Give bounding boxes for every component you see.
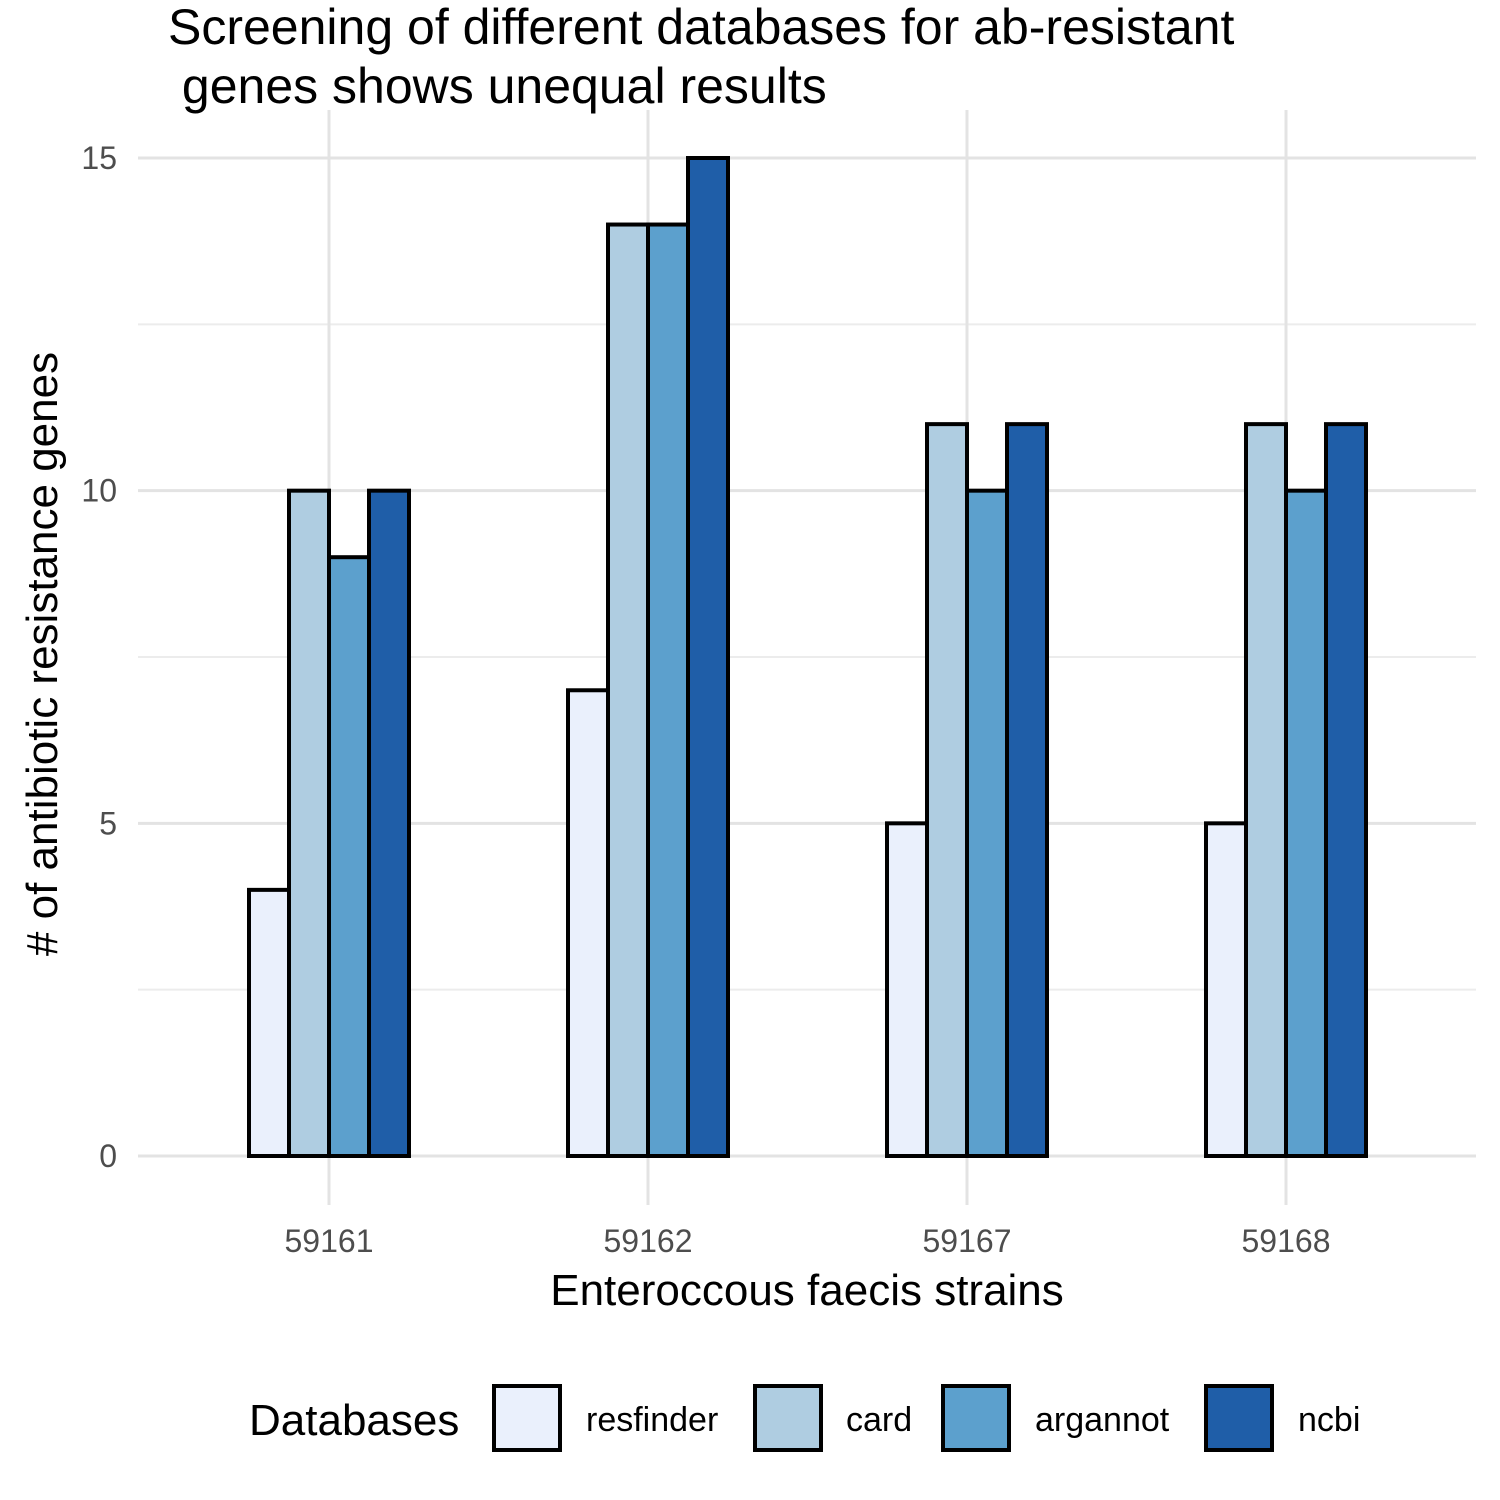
- bar-ncbi-59168: [1324, 422, 1368, 1158]
- chart-title-line-1: Screening of different databases for ab-…: [168, 0, 1234, 55]
- bar-card-59161: [287, 488, 331, 1158]
- y-tick-label: 0: [99, 1138, 117, 1174]
- bar-resfinder-59162: [566, 688, 610, 1158]
- chart-title-line-2: genes shows unequal results: [168, 58, 827, 114]
- y-axis-title: # of antibiotic resistance genes: [18, 352, 67, 956]
- bar-argannot-59168: [1284, 488, 1328, 1158]
- y-tick-label: 15: [81, 140, 117, 176]
- x-tick-label: 59168: [1242, 1223, 1331, 1259]
- bar-card-59168: [1244, 422, 1288, 1158]
- legend-key-resfinder: [492, 1384, 562, 1452]
- x-tick-label: 59161: [285, 1223, 374, 1259]
- x-tick-label: 59167: [923, 1223, 1012, 1259]
- x-axis-title: Enteroccous faecis strains: [550, 1266, 1064, 1315]
- bar-resfinder-59167: [885, 821, 929, 1158]
- y-axis-ticks: 0 5 10 15: [81, 140, 117, 1174]
- x-axis-ticks: 59161 59162 59167 59168: [285, 1223, 1331, 1259]
- legend-key-argannot: [941, 1384, 1011, 1452]
- legend-label-ncbi: ncbi: [1298, 1401, 1360, 1439]
- bars: [247, 156, 1368, 1159]
- bar-argannot-59162: [646, 222, 690, 1159]
- bar-ncbi-59161: [367, 488, 411, 1158]
- legend-label-card: card: [846, 1401, 912, 1439]
- legend: Databases resfinder card argannot ncbi: [249, 1384, 1360, 1452]
- y-tick-label: 5: [99, 805, 117, 841]
- bar-argannot-59167: [965, 488, 1009, 1158]
- legend-label-argannot: argannot: [1035, 1401, 1170, 1439]
- bar-ncbi-59167: [1005, 422, 1049, 1158]
- legend-label-resfinder: resfinder: [586, 1401, 718, 1439]
- bar-resfinder-59168: [1204, 821, 1248, 1158]
- bar-card-59162: [606, 222, 650, 1159]
- legend-title: Databases: [249, 1396, 459, 1445]
- bar-ncbi-59162: [686, 156, 730, 1158]
- legend-key-card: [753, 1384, 823, 1452]
- bar-resfinder-59161: [247, 887, 291, 1158]
- legend-key-ncbi: [1204, 1384, 1274, 1452]
- x-tick-label: 59162: [604, 1223, 693, 1259]
- bar-argannot-59161: [327, 555, 371, 1158]
- y-tick-label: 10: [81, 473, 117, 509]
- bar-card-59167: [925, 422, 969, 1158]
